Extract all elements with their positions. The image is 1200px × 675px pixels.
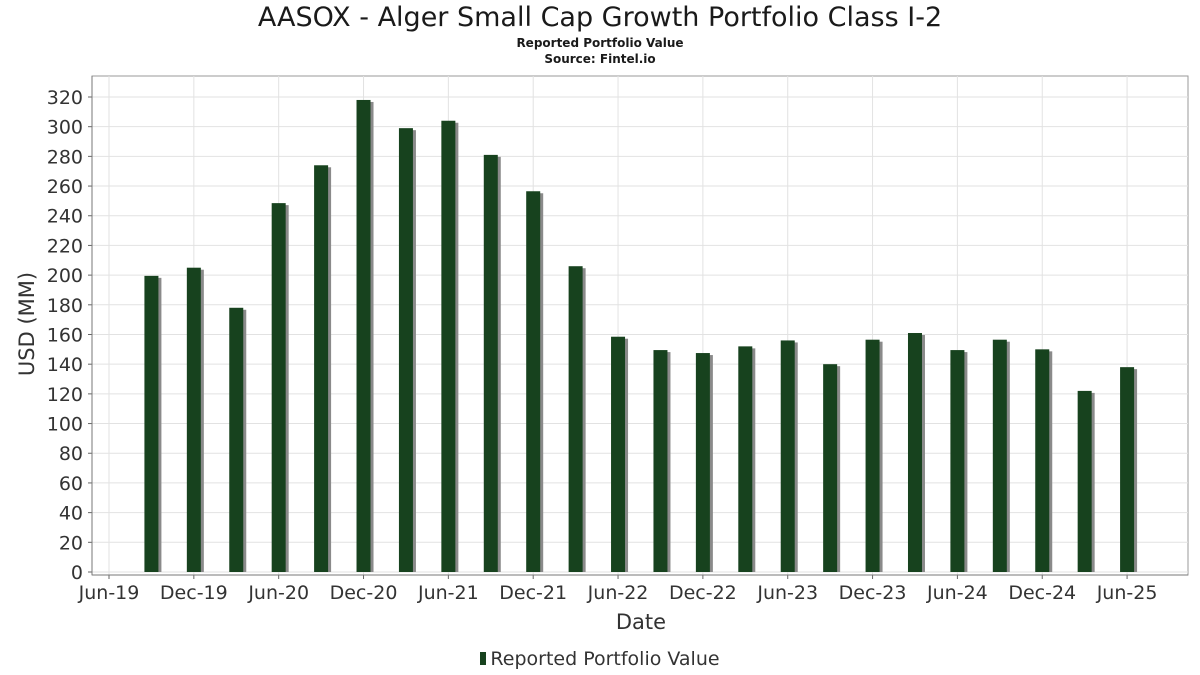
- x-tick-label: Dec-21: [499, 582, 567, 604]
- x-tick-label: Dec-20: [330, 582, 398, 604]
- x-tick-label: Jun-20: [247, 582, 309, 604]
- y-tick-label: 200: [47, 265, 83, 287]
- bar: [823, 364, 838, 572]
- y-tick-label: 160: [47, 324, 83, 346]
- y-tick-label: 240: [47, 206, 83, 228]
- x-tick-label: Jun-22: [587, 582, 649, 604]
- plot-area: [91, 75, 1189, 576]
- y-tick-label: 120: [47, 384, 83, 406]
- y-tick-label: 220: [47, 235, 83, 257]
- legend-swatch: [480, 652, 487, 665]
- bar: [738, 346, 753, 572]
- bar: [950, 350, 965, 572]
- bar: [356, 99, 371, 572]
- axes: 0 20 40 60 80 100 120 140 160 180 200 220 240 260 280 3…: [47, 76, 1188, 604]
- y-tick-label: 180: [47, 295, 83, 317]
- x-tick-label: Dec-23: [839, 582, 907, 604]
- bar: [1120, 367, 1135, 572]
- chart-source: Source: Fintel.io: [544, 52, 656, 66]
- x-tick-label: Jun-23: [756, 582, 818, 604]
- bar: [144, 275, 159, 572]
- y-tick-label: 40: [59, 503, 83, 525]
- y-axis-label: USD (MM): [15, 272, 39, 376]
- bars: [144, 99, 1138, 573]
- bar: [780, 340, 795, 572]
- y-tick-label: 320: [47, 87, 83, 109]
- y-tick-label: 0: [71, 562, 83, 584]
- bar: [865, 339, 880, 572]
- bar: [398, 128, 413, 572]
- bar: [229, 307, 244, 572]
- bar: [483, 154, 498, 572]
- bar: [1035, 349, 1050, 572]
- y-tick-label: 260: [47, 176, 83, 198]
- y-tick-label: 280: [47, 146, 83, 168]
- x-tick-label: Dec-19: [160, 582, 228, 604]
- x-tick-label: Dec-24: [1008, 582, 1076, 604]
- y-tick-label: 80: [59, 443, 83, 465]
- bar: [992, 339, 1007, 572]
- bar: [1077, 390, 1092, 572]
- x-tick-label: Jun-25: [1096, 582, 1158, 604]
- legend: Reported Portfolio Value: [0, 648, 1200, 670]
- bar: [568, 266, 583, 572]
- y-tick-label: 140: [47, 354, 83, 376]
- x-tick-label: Jun-19: [78, 582, 140, 604]
- legend-label: Reported Portfolio Value: [490, 648, 720, 670]
- x-axis-label: Date: [616, 610, 666, 634]
- chart-subtitle: Reported Portfolio Value: [516, 36, 684, 50]
- x-tick-label: Dec-22: [669, 582, 737, 604]
- bar: [653, 350, 668, 572]
- chart-title: AASOX - Alger Small Cap Growth Portfolio…: [257, 2, 943, 33]
- bar: [186, 267, 201, 572]
- bar: [611, 336, 626, 572]
- bar: [441, 120, 456, 572]
- y-tick-label: 60: [59, 473, 83, 495]
- bar: [271, 203, 286, 573]
- x-tick-label: Jun-21: [417, 582, 479, 604]
- bar: [907, 333, 922, 572]
- bar: [526, 191, 541, 572]
- y-tick-label: 20: [59, 532, 83, 554]
- bar: [695, 353, 710, 572]
- bar: [314, 165, 329, 572]
- y-tick-label: 300: [47, 117, 83, 139]
- y-tick-label: 100: [47, 414, 83, 436]
- x-tick-label: Jun-24: [926, 582, 988, 604]
